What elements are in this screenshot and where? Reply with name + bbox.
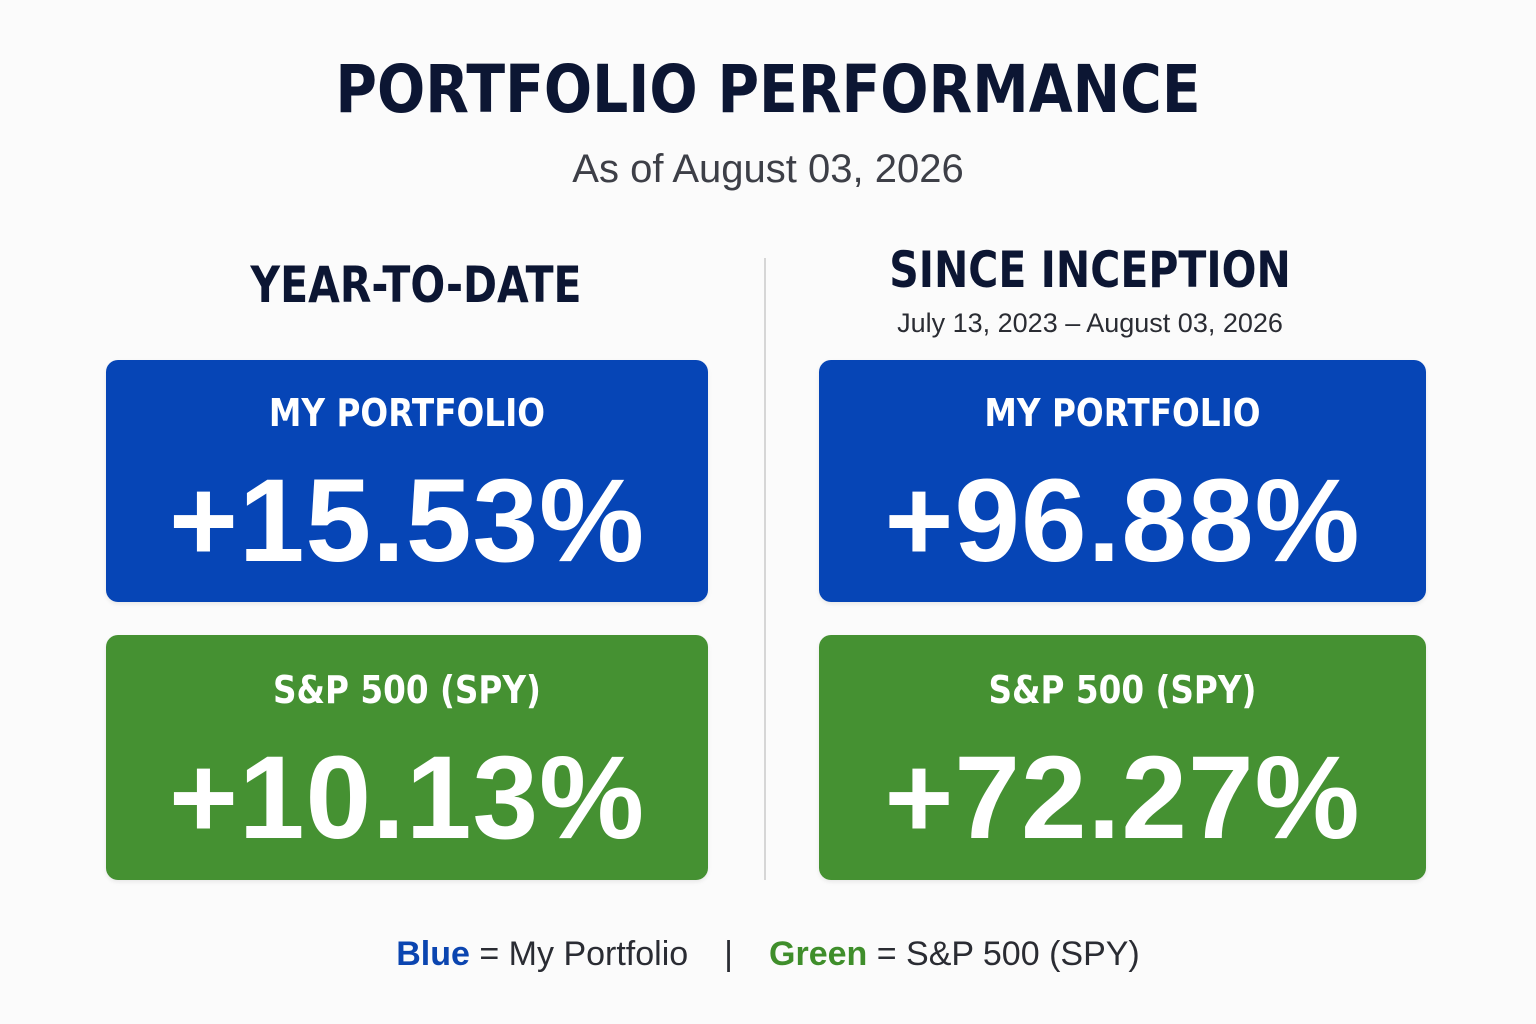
since-inception-portfolio-label: MY PORTFOLIO: [984, 391, 1261, 435]
legend-green-text: = S&P 500 (SPY): [867, 935, 1140, 973]
since-inception-heading: SINCE INCEPTION: [889, 241, 1291, 299]
ytd-heading: YEAR-TO-DATE: [250, 256, 582, 314]
since-inception-portfolio-value: +96.88%: [884, 455, 1361, 587]
legend-green-word: Green: [769, 935, 868, 973]
ytd-benchmark-value: +10.13%: [168, 732, 646, 864]
ytd-benchmark-card: S&P 500 (SPY) +10.13%: [106, 635, 708, 880]
page-title: PORTFOLIO PERFORMANCE: [335, 51, 1201, 128]
color-legend: Blue = My Portfolio | Green = S&P 500 (SPY…: [0, 932, 1536, 976]
ytd-portfolio-value: +15.53%: [168, 455, 646, 587]
since-inception-benchmark-card: S&P 500 (SPY) +72.27%: [819, 635, 1426, 880]
since-inception-portfolio-card: MY PORTFOLIO +96.88%: [819, 360, 1426, 602]
legend-blue-word: Blue: [396, 935, 470, 973]
legend-blue-text: = My Portfolio: [469, 935, 689, 973]
ytd-portfolio-card: MY PORTFOLIO +15.53%: [106, 360, 708, 602]
ytd-portfolio-label: MY PORTFOLIO: [268, 391, 546, 435]
as-of-date: As of August 03, 2026: [572, 147, 964, 191]
since-inception-benchmark-label: S&P 500 (SPY): [988, 668, 1257, 712]
legend-separator: |: [724, 935, 734, 973]
ytd-benchmark-label: S&P 500 (SPY): [273, 668, 541, 712]
since-inception-date-range: July 13, 2023 – August 03, 2026: [897, 308, 1283, 338]
since-inception-benchmark-value: +72.27%: [884, 732, 1361, 864]
section-divider: [764, 258, 766, 880]
